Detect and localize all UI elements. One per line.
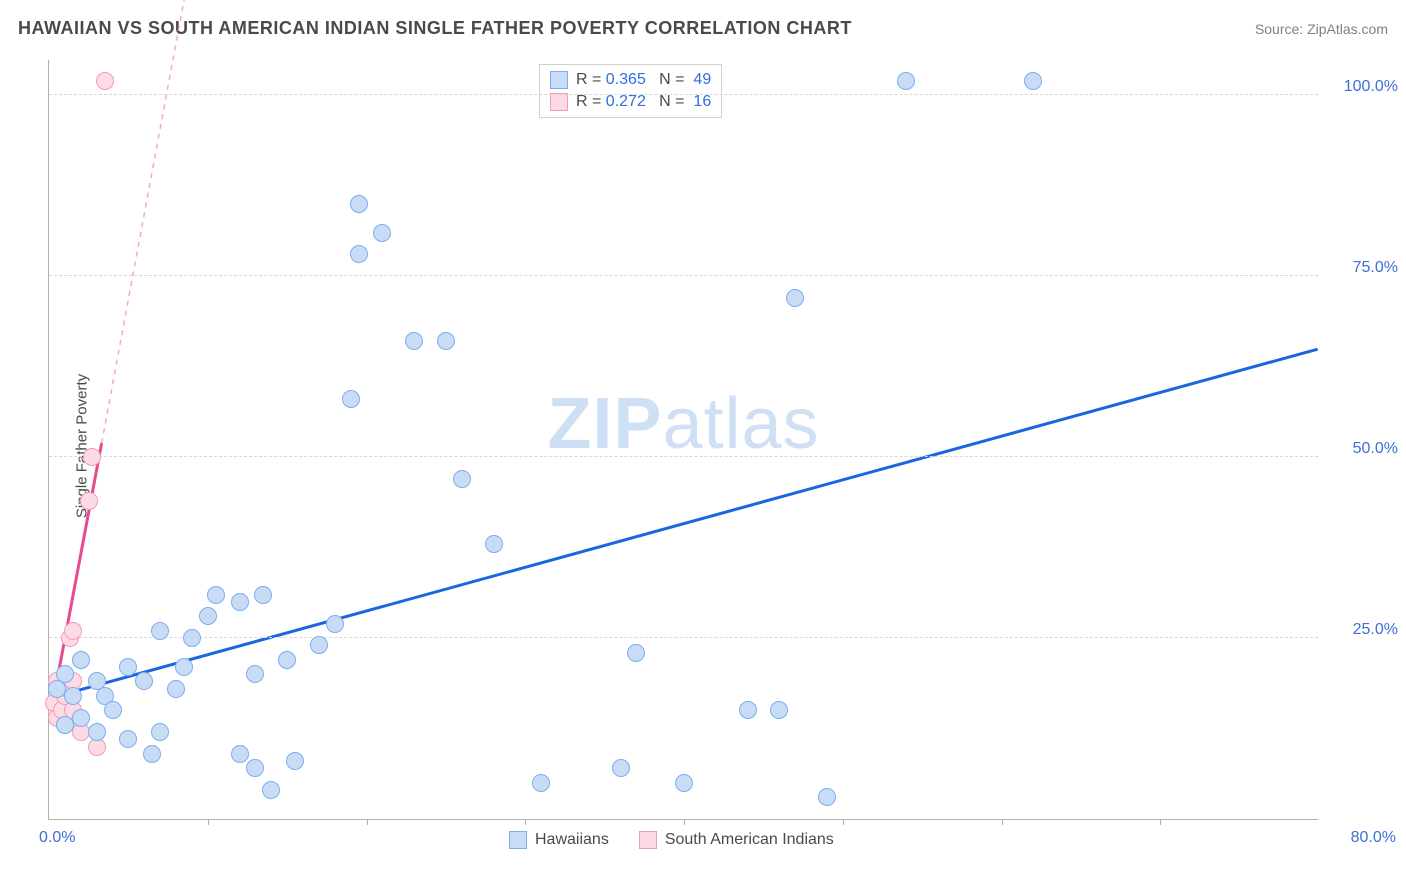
- legend-swatch-sai: [550, 93, 568, 111]
- data-point: [64, 687, 82, 705]
- data-point: [286, 752, 304, 770]
- data-point: [350, 195, 368, 213]
- data-point: [72, 709, 90, 727]
- legend-item-sai: South American Indians: [639, 831, 834, 849]
- trend-line: [102, 0, 287, 443]
- data-point: [175, 658, 193, 676]
- data-point: [246, 759, 264, 777]
- data-point: [246, 665, 264, 683]
- gridline: [49, 456, 1318, 457]
- data-point: [897, 72, 915, 90]
- legend-item-hawaiians: Hawaiians: [509, 831, 609, 849]
- data-point: [83, 448, 101, 466]
- data-point: [207, 586, 225, 604]
- plot-area: ZIPatlas R = 0.365 N = 49 R = 0.272 N = …: [48, 60, 1318, 820]
- data-point: [104, 701, 122, 719]
- data-point: [96, 72, 114, 90]
- stats-text: R = 0.272 N = 16: [576, 93, 711, 111]
- x-tick: [208, 819, 209, 825]
- data-point: [119, 730, 137, 748]
- bottom-legend: Hawaiians South American Indians: [509, 831, 834, 849]
- x-tick: [1002, 819, 1003, 825]
- stats-text: R = 0.365 N = 49: [576, 71, 711, 89]
- chart-header: HAWAIIAN VS SOUTH AMERICAN INDIAN SINGLE…: [18, 18, 1388, 39]
- data-point: [135, 672, 153, 690]
- r-label: R =: [576, 71, 606, 88]
- r-value: 0.365: [606, 71, 646, 88]
- data-point: [72, 651, 90, 669]
- n-value: 49: [689, 71, 711, 88]
- x-tick: [1160, 819, 1161, 825]
- y-tick-label: 25.0%: [1353, 621, 1398, 639]
- data-point: [627, 644, 645, 662]
- data-point: [675, 774, 693, 792]
- data-point: [485, 535, 503, 553]
- data-point: [262, 781, 280, 799]
- data-point: [183, 629, 201, 647]
- n-value: 16: [689, 93, 711, 110]
- y-tick-label: 75.0%: [1353, 259, 1398, 277]
- data-point: [373, 224, 391, 242]
- data-point: [532, 774, 550, 792]
- data-point: [151, 723, 169, 741]
- data-point: [88, 723, 106, 741]
- data-point: [143, 745, 161, 763]
- data-point: [310, 636, 328, 654]
- trend-lines-svg: [49, 60, 1318, 819]
- data-point: [56, 665, 74, 683]
- data-point: [786, 289, 804, 307]
- stats-legend: R = 0.365 N = 49 R = 0.272 N = 16: [539, 64, 722, 118]
- data-point: [437, 332, 455, 350]
- data-point: [231, 745, 249, 763]
- gridline: [49, 637, 1318, 638]
- y-tick-label: 100.0%: [1344, 78, 1398, 96]
- data-point: [199, 607, 217, 625]
- data-point: [254, 586, 272, 604]
- legend-swatch-sai: [639, 831, 657, 849]
- x-tick: [684, 819, 685, 825]
- legend-label: South American Indians: [665, 831, 834, 849]
- r-value: 0.272: [606, 93, 646, 110]
- data-point: [342, 390, 360, 408]
- legend-swatch-hawaiians: [509, 831, 527, 849]
- data-point: [770, 701, 788, 719]
- chart-title: HAWAIIAN VS SOUTH AMERICAN INDIAN SINGLE…: [18, 18, 852, 39]
- data-point: [612, 759, 630, 777]
- data-point: [326, 615, 344, 633]
- x-tick: [367, 819, 368, 825]
- n-label: N =: [646, 93, 689, 110]
- x-tick: [525, 819, 526, 825]
- source-label: Source: ZipAtlas.com: [1255, 21, 1388, 37]
- data-point: [64, 622, 82, 640]
- gridline: [49, 94, 1318, 95]
- data-point: [350, 245, 368, 263]
- trend-line: [57, 349, 1317, 696]
- data-point: [405, 332, 423, 350]
- gridline: [49, 275, 1318, 276]
- stats-row-hawaiians: R = 0.365 N = 49: [550, 69, 711, 91]
- y-tick-label: 50.0%: [1353, 440, 1398, 458]
- data-point: [167, 680, 185, 698]
- x-axis-max-label: 80.0%: [1351, 829, 1396, 847]
- x-axis-min-label: 0.0%: [39, 829, 75, 847]
- data-point: [739, 701, 757, 719]
- legend-label: Hawaiians: [535, 831, 609, 849]
- n-label: N =: [646, 71, 689, 88]
- x-tick: [843, 819, 844, 825]
- data-point: [231, 593, 249, 611]
- data-point: [80, 492, 98, 510]
- r-label: R =: [576, 93, 606, 110]
- data-point: [1024, 72, 1042, 90]
- data-point: [453, 470, 471, 488]
- data-point: [818, 788, 836, 806]
- data-point: [151, 622, 169, 640]
- data-point: [278, 651, 296, 669]
- legend-swatch-hawaiians: [550, 71, 568, 89]
- data-point: [119, 658, 137, 676]
